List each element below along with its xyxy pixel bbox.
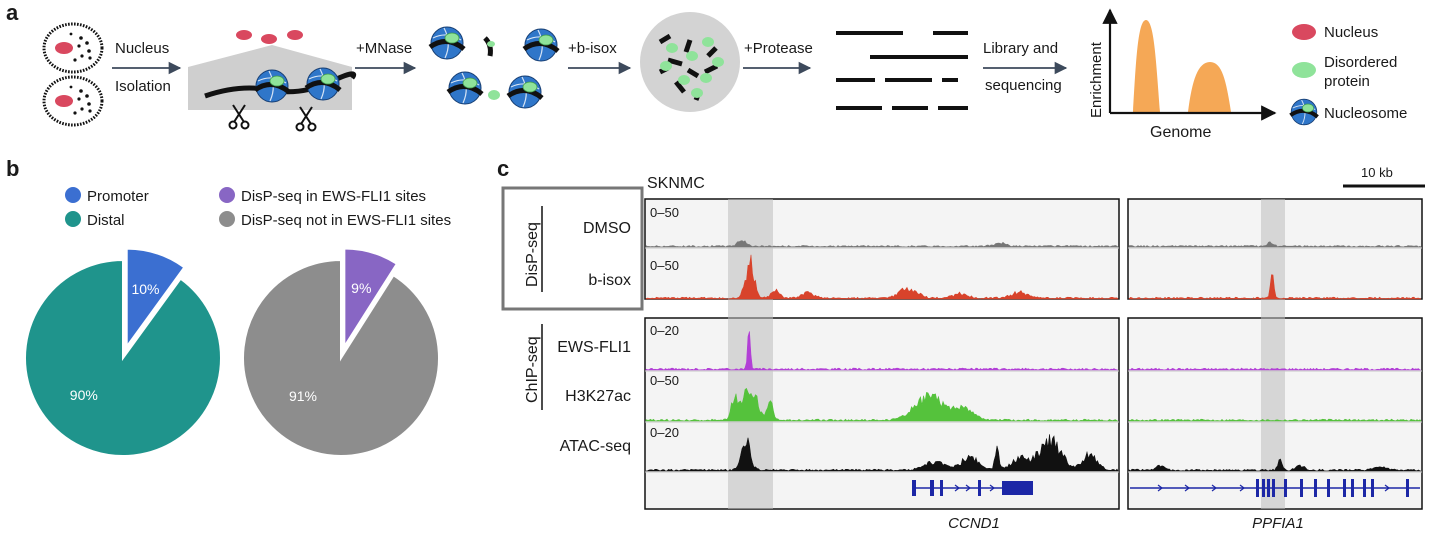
- nucleosome-legend-icon: [1290, 99, 1317, 125]
- nucleosome-fragments: [430, 27, 558, 108]
- dna-reads-illustration: [836, 31, 968, 110]
- legend-nucleus: Nucleus: [1324, 24, 1378, 41]
- enrichment-schematic: Enrichment Genome: [1088, 8, 1277, 141]
- range-label-h3k27ac: 0–50: [650, 373, 679, 388]
- panel-letter-a: a: [6, 0, 19, 25]
- pie-chart-promoter-distal: 10% 90%: [24, 247, 222, 457]
- signal-tracks: [645, 240, 1422, 472]
- legend-swatch-distal: [65, 211, 81, 227]
- track-label-b-isox: b-isox: [588, 272, 631, 289]
- gene-model-ccnd1: [912, 480, 1033, 496]
- signal-h3k27ac: [1128, 418, 1422, 422]
- panel-letter-b: b: [6, 156, 19, 181]
- signal-b-isox: [1128, 274, 1422, 300]
- legend-distal: Distal: [87, 212, 125, 229]
- legend-disordered: Disordered: [1324, 54, 1397, 71]
- peak-1: [1133, 20, 1160, 112]
- peak-2: [1188, 62, 1231, 112]
- track-label-dmso: DMSO: [583, 220, 631, 237]
- group-label-disp-seq: DisP-seq: [524, 222, 541, 287]
- schematic-xlabel: Genome: [1150, 124, 1211, 141]
- range-label-dmso: 0–50: [650, 205, 679, 220]
- highlight-region-ppfia1: [1261, 199, 1285, 509]
- legend-swatch-in-ews-fli1: [219, 187, 235, 203]
- gene-model-ppfia1: [1130, 479, 1420, 497]
- nucleus-legend-icon: [1292, 24, 1316, 40]
- panel-c: c SKNMC 10 kb DisP-seq ChIP-seq DMSO b-i…: [497, 156, 1425, 532]
- signal-ews-fli1: [645, 331, 1119, 371]
- browser-box-ccnd1-disp: [644, 198, 1120, 300]
- pie-slice-promoter: [125, 247, 186, 350]
- signal-b-isox: [645, 254, 1119, 300]
- schematic-ylabel: Enrichment: [1088, 41, 1105, 118]
- pie-chart-ews-fli1-overlap: 9% 91%: [242, 247, 440, 457]
- track-label-ews-fli1: EWS-FLI1: [557, 339, 631, 356]
- step-nucleus: Nucleus: [115, 40, 169, 57]
- pie-value-label: 91%: [289, 388, 317, 404]
- legend-promoter: Promoter: [87, 188, 149, 205]
- pie-slice-disp-seq-in-ews-fli1-sites: [343, 247, 399, 350]
- chromatin-cut-illustration: [188, 30, 357, 132]
- pie-value-label: 90%: [70, 387, 98, 403]
- group-label-chip-seq: ChIP-seq: [524, 336, 541, 403]
- range-label-atac-seq: 0–20: [650, 425, 679, 440]
- signal-dmso: [1128, 241, 1422, 248]
- pie-value-label: 9%: [351, 280, 371, 296]
- disordered-protein-legend-icon: [1292, 62, 1316, 78]
- legend-protein: protein: [1324, 73, 1370, 90]
- panel-b: b Promoter Distal DisP-seq in EWS-FLI1 s…: [6, 156, 451, 457]
- step-isolation: Isolation: [115, 78, 171, 95]
- step-library-and: Library and: [983, 40, 1058, 57]
- legend-nucleosome: Nucleosome: [1324, 105, 1407, 122]
- track-label-atac-seq: ATAC-seq: [560, 438, 631, 455]
- step-sequencing: sequencing: [985, 77, 1062, 94]
- nucleus-icon: [42, 22, 104, 127]
- panel-b-legend: Promoter Distal DisP-seq in EWS-FLI1 sit…: [65, 187, 451, 229]
- pie-value-label: 10%: [131, 281, 159, 297]
- range-label-ews-fli1: 0–20: [650, 323, 679, 338]
- legend-in-ews-fli1: DisP-seq in EWS-FLI1 sites: [241, 188, 426, 205]
- gene-label-ccnd1: CCND1: [948, 515, 1000, 532]
- browser-box-ccnd1-chip: [644, 317, 1120, 510]
- legend-swatch-promoter: [65, 187, 81, 203]
- signal-atac-seq: [1128, 458, 1422, 472]
- signal-dmso: [645, 240, 1119, 248]
- signal-ews-fli1: [1128, 367, 1422, 371]
- cell-line-label: SKNMC: [647, 175, 705, 192]
- signal-atac-seq: [645, 434, 1119, 472]
- scale-bar-label: 10 kb: [1361, 165, 1393, 180]
- step-protease: +Protease: [744, 40, 813, 57]
- track-label-h3k27ac: H3K27ac: [565, 388, 631, 405]
- legend-swatch-not-in-ews-fli1: [219, 211, 235, 227]
- panel-a: a Nucleus Isolation +MNase: [6, 0, 1407, 141]
- gene-label-ppfia1: PPFIA1: [1252, 515, 1304, 532]
- disp-seq-group-box: [501, 186, 644, 311]
- pie-slice-disp-seq-not-in-ews-fli1-sites: [242, 258, 440, 457]
- panel-letter-c: c: [497, 156, 509, 181]
- pie-slice-distal: [24, 258, 222, 457]
- step-mnase: +MNase: [356, 40, 412, 57]
- condensate-illustration: [640, 12, 740, 112]
- legend-not-in-ews-fli1: DisP-seq not in EWS-FLI1 sites: [241, 212, 451, 229]
- range-label-b-isox: 0–50: [650, 258, 679, 273]
- signal-h3k27ac: [645, 387, 1119, 422]
- panel-a-legend: Nucleus Disordered protein Nucleosome: [1290, 24, 1407, 125]
- step-b-isox: +b-isox: [568, 40, 617, 57]
